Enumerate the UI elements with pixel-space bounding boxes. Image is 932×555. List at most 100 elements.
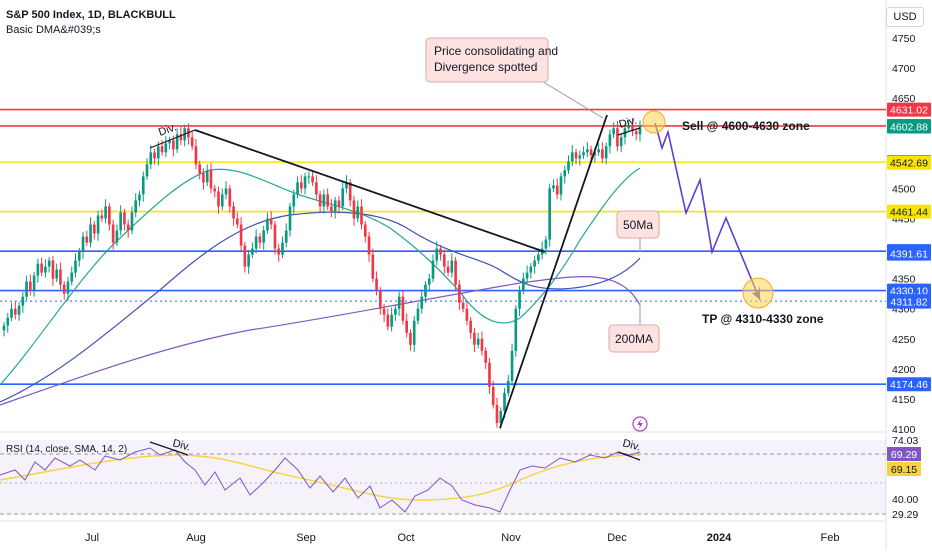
candle-body[interactable] <box>247 254 250 267</box>
candle-body[interactable] <box>96 215 100 234</box>
candle-body[interactable] <box>593 152 597 156</box>
candle-body[interactable] <box>62 284 66 294</box>
candle-body[interactable] <box>563 170 567 177</box>
candle-body[interactable] <box>108 206 111 225</box>
candle-body[interactable] <box>555 185 559 195</box>
candle-body[interactable] <box>119 212 122 231</box>
candle-body[interactable] <box>461 302 465 309</box>
candle-body[interactable] <box>194 146 198 165</box>
candle-body[interactable] <box>59 269 62 285</box>
candle-body[interactable] <box>326 194 329 207</box>
candle-body[interactable] <box>115 230 119 243</box>
candle-body[interactable] <box>574 152 578 159</box>
candle-body[interactable] <box>570 152 574 162</box>
callout-box[interactable] <box>425 37 549 83</box>
candle-body[interactable] <box>40 263 43 273</box>
candle-body[interactable] <box>266 218 269 231</box>
candle-body[interactable] <box>209 170 213 189</box>
candles[interactable] <box>2 118 642 429</box>
candle-body[interactable] <box>296 182 299 195</box>
candle-body[interactable] <box>356 206 360 219</box>
candle-body[interactable] <box>74 260 77 273</box>
candle-body[interactable] <box>454 260 457 285</box>
candle-body[interactable] <box>322 194 326 207</box>
candle-body[interactable] <box>476 338 480 345</box>
candle-body[interactable] <box>597 149 600 153</box>
candle-body[interactable] <box>341 188 345 207</box>
candle-body[interactable] <box>491 386 495 405</box>
candle-body[interactable] <box>6 317 10 326</box>
candle-body[interactable] <box>582 152 585 156</box>
candle-body[interactable] <box>55 269 59 279</box>
candle-body[interactable] <box>585 149 589 153</box>
candle-body[interactable] <box>552 185 555 189</box>
candle-body[interactable] <box>397 296 401 309</box>
candle-body[interactable] <box>254 236 258 249</box>
candle-body[interactable] <box>89 224 92 243</box>
candle-body[interactable] <box>473 332 476 345</box>
candle-body[interactable] <box>608 134 612 147</box>
candle-body[interactable] <box>533 260 536 267</box>
candle-body[interactable] <box>503 392 506 411</box>
candle-body[interactable] <box>21 296 25 306</box>
candle-body[interactable] <box>258 236 262 243</box>
candle-body[interactable] <box>281 242 284 255</box>
candle-body[interactable] <box>311 176 314 183</box>
candle-body[interactable] <box>217 191 220 207</box>
candle-body[interactable] <box>458 284 461 303</box>
candle-body[interactable] <box>510 350 514 381</box>
candle-body[interactable] <box>205 170 209 183</box>
candle-body[interactable] <box>379 290 382 309</box>
candle-body[interactable] <box>47 260 51 267</box>
candle-body[interactable] <box>239 224 243 246</box>
candle-body[interactable] <box>51 260 55 279</box>
candle-body[interactable] <box>337 200 341 207</box>
candle-body[interactable] <box>77 251 81 261</box>
candle-body[interactable] <box>13 308 17 315</box>
candle-body[interactable] <box>634 131 638 135</box>
candle-body[interactable] <box>522 278 525 291</box>
candle-body[interactable] <box>202 173 205 183</box>
candle-body[interactable] <box>390 314 393 327</box>
candle-body[interactable] <box>367 236 371 255</box>
candle-body[interactable] <box>518 290 521 309</box>
candle-body[interactable] <box>578 155 582 159</box>
candle-body[interactable] <box>156 146 160 159</box>
candle-body[interactable] <box>100 215 104 219</box>
candle-body[interactable] <box>130 212 134 231</box>
candle-body[interactable] <box>17 305 21 315</box>
candle-body[interactable] <box>589 149 593 156</box>
candle-body[interactable] <box>198 164 202 174</box>
candle-body[interactable] <box>220 194 224 207</box>
candle-body[interactable] <box>123 212 126 225</box>
candle-body[interactable] <box>348 182 352 201</box>
candle-body[interactable] <box>315 182 318 195</box>
candle-body[interactable] <box>638 125 642 135</box>
candle-body[interactable] <box>145 164 149 177</box>
candle-body[interactable] <box>303 176 307 189</box>
candle-body[interactable] <box>601 149 604 159</box>
candle-body[interactable] <box>104 206 107 219</box>
candle-body[interactable] <box>345 182 348 189</box>
candle-body[interactable] <box>134 200 138 213</box>
candle-body[interactable] <box>111 224 115 243</box>
candle-body[interactable] <box>616 128 619 147</box>
candle-body[interactable] <box>29 281 32 291</box>
candle-body[interactable] <box>619 137 623 147</box>
candle-body[interactable] <box>544 239 548 249</box>
candle-body[interactable] <box>307 176 311 178</box>
candle-body[interactable] <box>442 254 446 267</box>
candle-body[interactable] <box>604 146 608 159</box>
candle-body[interactable] <box>386 314 390 327</box>
candle-body[interactable] <box>484 350 488 363</box>
candle-body[interactable] <box>514 308 518 351</box>
candle-body[interactable] <box>495 404 499 423</box>
candle-body[interactable] <box>409 332 412 345</box>
candle-body[interactable] <box>243 245 247 267</box>
candle-body[interactable] <box>149 152 153 165</box>
candle-body[interactable] <box>251 248 254 255</box>
candle-body[interactable] <box>627 125 631 129</box>
candle-body[interactable] <box>2 325 6 331</box>
candle-body[interactable] <box>273 224 277 249</box>
